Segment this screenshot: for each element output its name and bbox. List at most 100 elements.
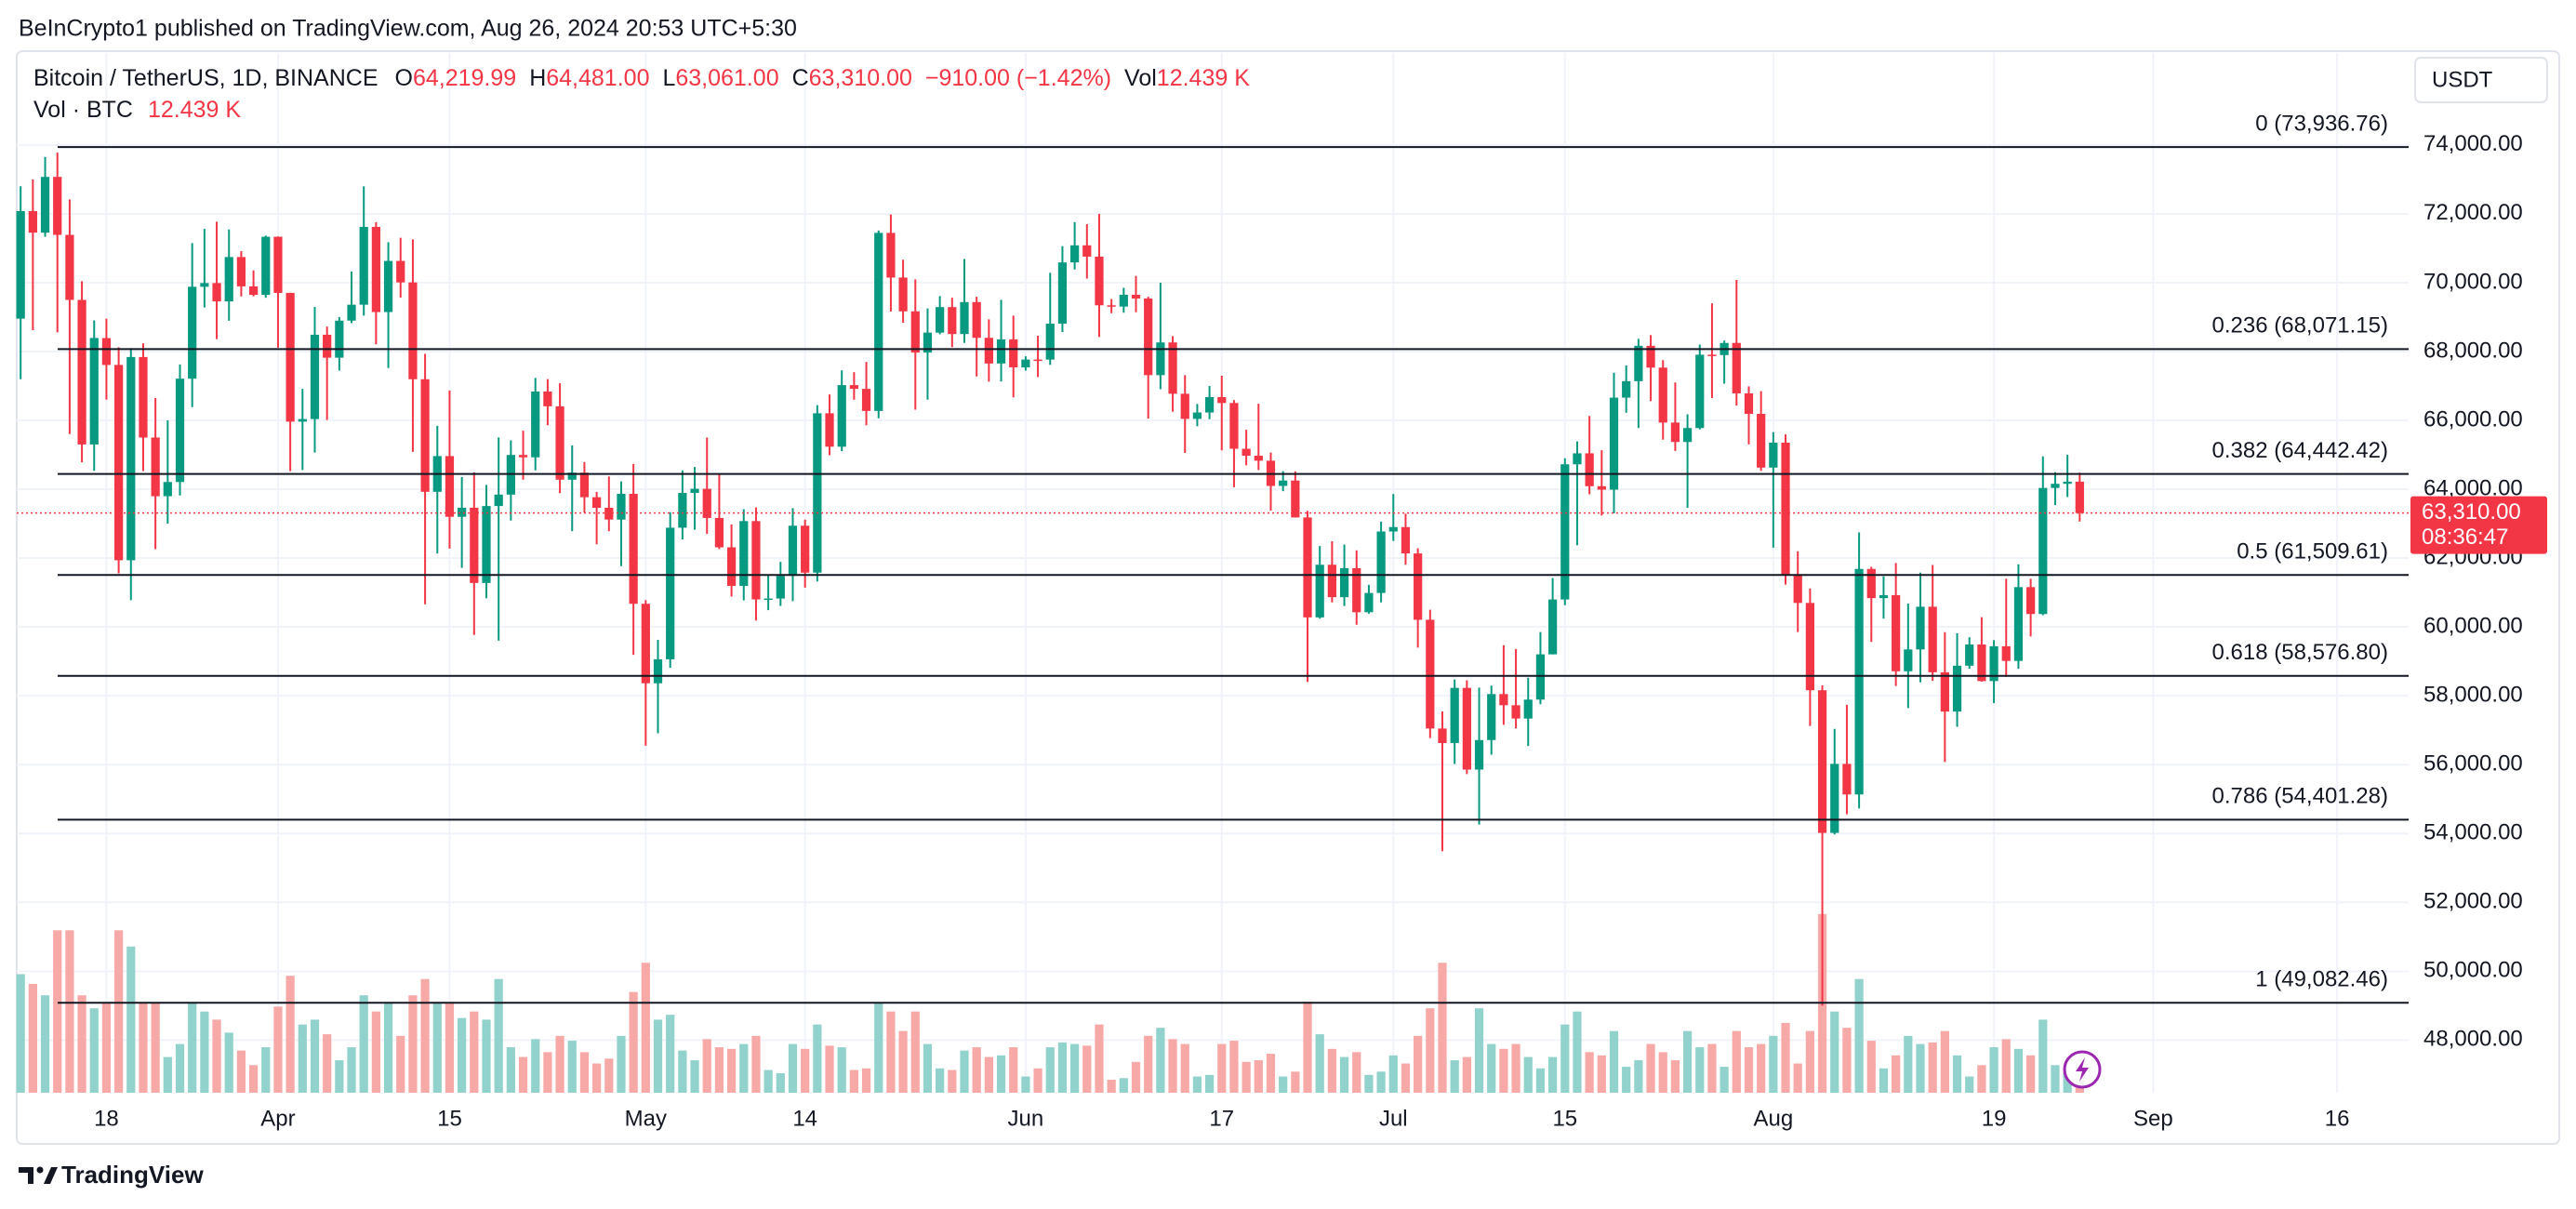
x-tick-label: 15 [437,1106,462,1131]
volume-bar [849,1070,858,1093]
candle-body [1303,517,1312,618]
candle-body [408,282,418,379]
candle-body [1095,256,1104,306]
volume-bar [28,983,37,1093]
volume-bar [139,1003,148,1093]
volume-bar [248,1065,259,1093]
candle-body [1940,671,1949,712]
candle-body [910,311,920,353]
lightning-icon[interactable] [2063,1050,2102,1089]
volume-bar [764,1070,773,1093]
candle-body [948,307,957,335]
candle-body [1793,575,1802,604]
publish-header: BeInCrypto1 published on TradingView.com… [19,16,797,42]
volume-bar [1597,1055,1606,1093]
volume-bar [126,946,136,1093]
volume-bar [886,1011,896,1093]
x-tick-label: 14 [792,1106,817,1131]
candle-body [126,356,136,561]
candle-body [77,299,86,445]
candle-body [1952,665,1962,712]
y-tick-label: 56,000.00 [2423,751,2523,777]
candle-body [1499,694,1508,706]
volume-bar [101,1003,112,1093]
volume-bar [1670,1060,1680,1093]
candle-body [1682,428,1693,443]
candle-body [40,177,50,233]
candle-body [1131,294,1141,299]
y-tick-label: 74,000.00 [2423,131,2523,156]
candle-body [1769,442,1778,468]
candle-body [641,604,650,684]
fib-level-label: 1 (49,082.46) [2255,967,2388,992]
y-tick-label: 68,000.00 [2423,338,2523,363]
symbol: Bitcoin / TetherUS, 1D, BINANCE [33,65,378,91]
volume-bar [1229,1041,1239,1093]
candle-body [1057,262,1068,325]
fib-level-label: 0.618 (58,576.80) [2212,640,2388,665]
y-tick-label: 54,000.00 [2423,820,2523,845]
fib-level-label: 0.382 (64,442.42) [2212,438,2388,463]
volume-bar [188,1003,197,1093]
volume-bar [163,1056,172,1093]
change-value: −910.00 (−1.42%) [925,65,1111,91]
x-tick-label: 16 [2325,1106,2350,1131]
candle-body [310,334,320,419]
volume-bar [702,1039,711,1093]
currency-label[interactable]: USDT [2432,67,2493,92]
volume-bar [77,995,86,1093]
candle-body [617,493,626,520]
candle-body [1462,687,1471,770]
volume-bar [1682,1030,1693,1093]
candle-body [629,493,638,604]
candle-body [1695,354,1705,429]
volume-bar [383,1003,393,1093]
x-tick-label: Jun [1008,1106,1044,1131]
candle-body [28,210,37,233]
candle-body [1805,603,1814,691]
currency-button[interactable] [2414,57,2548,103]
candle-body [1965,644,1974,666]
volume-bar [813,1024,822,1093]
candle-body [531,391,540,458]
low-value: 63,061.00 [675,65,778,91]
lightning-bolt[interactable] [2076,1057,2089,1082]
volume-bar [16,974,25,1093]
vol-key: Vol · BTC [33,97,133,123]
last-price-tag [2410,496,2547,554]
volume-bar [1548,1056,1558,1093]
volume-bar [396,1035,405,1093]
candle-body [2013,587,2024,661]
volume-bar [1156,1028,1165,1093]
candle-body [1744,392,1754,415]
candle-body [114,365,124,561]
chart-frame [16,50,2560,1145]
candle-body [1009,339,1018,367]
close-value: 63,310.00 [809,65,912,91]
candle-body [2051,484,2060,488]
volume-bar [1376,1071,1386,1093]
candle-body [151,437,160,497]
volume-legend: Vol · BTC 12.439 K [33,97,241,123]
volume-bar [1204,1074,1215,1093]
candle-body [1450,687,1459,743]
volume-bar [714,1047,724,1093]
candle-body [1119,294,1128,307]
x-tick-label: 18 [94,1106,119,1131]
candle-body [1229,403,1239,449]
x-tick-label: 19 [1982,1106,2007,1131]
volume-bar [567,1041,577,1093]
volume-bar [1977,1065,1986,1093]
candle-body [874,232,883,411]
volume-bar [1450,1060,1459,1093]
volume-bar [1535,1068,1546,1093]
candle-body [592,497,602,508]
volume-bar [1793,1063,1802,1093]
fib-level-label: 0.5 (61,509.61) [2237,539,2388,565]
volume-bar [592,1063,602,1093]
vol-key: Vol [1124,65,1157,91]
volume-bar [114,930,124,1093]
volume-bar [2026,1055,2036,1093]
candle-body [420,379,430,492]
